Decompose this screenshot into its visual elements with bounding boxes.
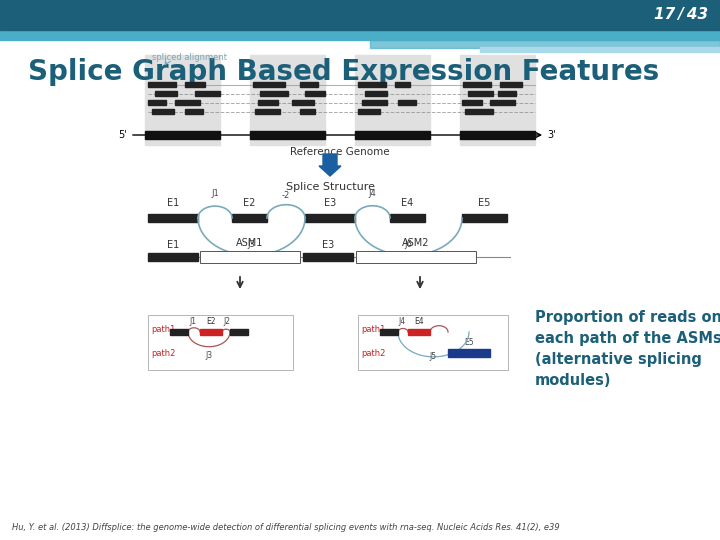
Text: 3': 3' xyxy=(547,130,556,140)
Bar xyxy=(300,109,315,114)
Bar xyxy=(195,91,220,96)
Text: J3: J3 xyxy=(247,240,255,249)
Text: J5: J5 xyxy=(429,352,436,361)
Bar xyxy=(480,47,720,52)
Text: E3: E3 xyxy=(322,240,334,250)
Bar xyxy=(0,30,720,40)
Text: E4: E4 xyxy=(414,317,424,326)
Bar xyxy=(370,40,720,48)
Bar xyxy=(398,100,416,105)
Bar xyxy=(148,253,198,261)
Bar xyxy=(305,214,355,222)
Bar xyxy=(303,253,353,261)
Bar xyxy=(250,55,325,120)
Text: J1: J1 xyxy=(211,189,219,198)
Bar xyxy=(232,214,267,222)
Bar xyxy=(292,100,314,105)
Text: E5: E5 xyxy=(464,338,474,347)
Text: path1: path1 xyxy=(361,326,385,334)
Bar xyxy=(355,55,430,120)
Text: E2: E2 xyxy=(206,317,216,326)
Bar xyxy=(185,82,205,87)
Text: path2: path2 xyxy=(151,348,176,357)
Bar xyxy=(355,120,430,145)
Bar xyxy=(362,100,387,105)
Text: ASM1: ASM1 xyxy=(236,238,264,248)
Text: E1: E1 xyxy=(167,240,179,250)
Text: Reference Genome: Reference Genome xyxy=(290,147,390,157)
Bar xyxy=(408,329,430,335)
Bar xyxy=(498,91,516,96)
Text: 17 / 43: 17 / 43 xyxy=(654,6,708,22)
Text: J4: J4 xyxy=(368,189,376,198)
Bar xyxy=(148,82,176,87)
Bar xyxy=(175,100,200,105)
Bar xyxy=(460,55,535,120)
Bar xyxy=(358,82,386,87)
Bar xyxy=(253,82,285,87)
Text: -2: -2 xyxy=(282,191,290,200)
Bar xyxy=(300,82,318,87)
Bar xyxy=(200,251,300,263)
Text: Proportion of reads on
each path of the ASMs
(alternative splicing
modules): Proportion of reads on each path of the … xyxy=(535,310,720,388)
Bar xyxy=(200,329,222,335)
Bar xyxy=(365,91,387,96)
Text: Splice Structure: Splice Structure xyxy=(286,182,374,192)
Text: Hu, Y. et al. (2013) Diffsplice: the genome-wide detection of differential splic: Hu, Y. et al. (2013) Diffsplice: the gen… xyxy=(12,523,559,532)
Bar xyxy=(490,100,515,105)
Bar xyxy=(380,329,398,335)
Bar xyxy=(145,120,220,145)
Text: E3: E3 xyxy=(324,198,336,208)
Bar xyxy=(145,55,220,120)
Text: E5: E5 xyxy=(478,198,491,208)
Text: ASM2: ASM2 xyxy=(402,238,430,248)
Bar xyxy=(230,329,248,335)
Bar xyxy=(152,109,174,114)
Text: J2: J2 xyxy=(223,317,230,326)
Bar xyxy=(250,120,325,145)
Bar xyxy=(260,91,288,96)
Text: 5': 5' xyxy=(118,130,127,140)
Text: E1: E1 xyxy=(167,198,179,208)
Bar xyxy=(463,82,491,87)
Text: spliced alignment: spliced alignment xyxy=(152,53,227,62)
Bar xyxy=(258,100,278,105)
Bar xyxy=(145,131,220,139)
Bar xyxy=(465,109,493,114)
Text: J6: J6 xyxy=(404,240,412,249)
Text: Splice Graph Based Expression Features: Splice Graph Based Expression Features xyxy=(28,58,660,86)
Text: path1: path1 xyxy=(151,326,176,334)
Bar xyxy=(185,109,203,114)
Bar xyxy=(462,214,507,222)
Bar xyxy=(355,131,430,139)
Text: path2: path2 xyxy=(361,348,385,357)
Bar xyxy=(448,349,490,357)
Bar xyxy=(460,120,535,145)
Bar xyxy=(0,0,720,30)
Bar xyxy=(155,91,177,96)
Bar xyxy=(148,214,198,222)
Bar xyxy=(468,91,493,96)
Bar xyxy=(170,329,188,335)
Text: E2: E2 xyxy=(243,198,256,208)
Text: J3: J3 xyxy=(205,351,212,360)
Bar xyxy=(395,82,410,87)
Bar xyxy=(148,100,166,105)
Bar xyxy=(460,131,535,139)
Bar xyxy=(358,109,380,114)
Bar xyxy=(255,109,280,114)
Bar xyxy=(500,82,522,87)
Bar xyxy=(356,251,476,263)
FancyArrow shape xyxy=(319,154,341,176)
Bar xyxy=(148,315,293,370)
Text: E4: E4 xyxy=(401,198,413,208)
Text: J1: J1 xyxy=(189,317,197,326)
Bar xyxy=(462,100,482,105)
Bar xyxy=(250,131,325,139)
Bar xyxy=(358,315,508,370)
Text: J4: J4 xyxy=(398,317,405,326)
Bar xyxy=(305,91,325,96)
Bar xyxy=(390,214,425,222)
